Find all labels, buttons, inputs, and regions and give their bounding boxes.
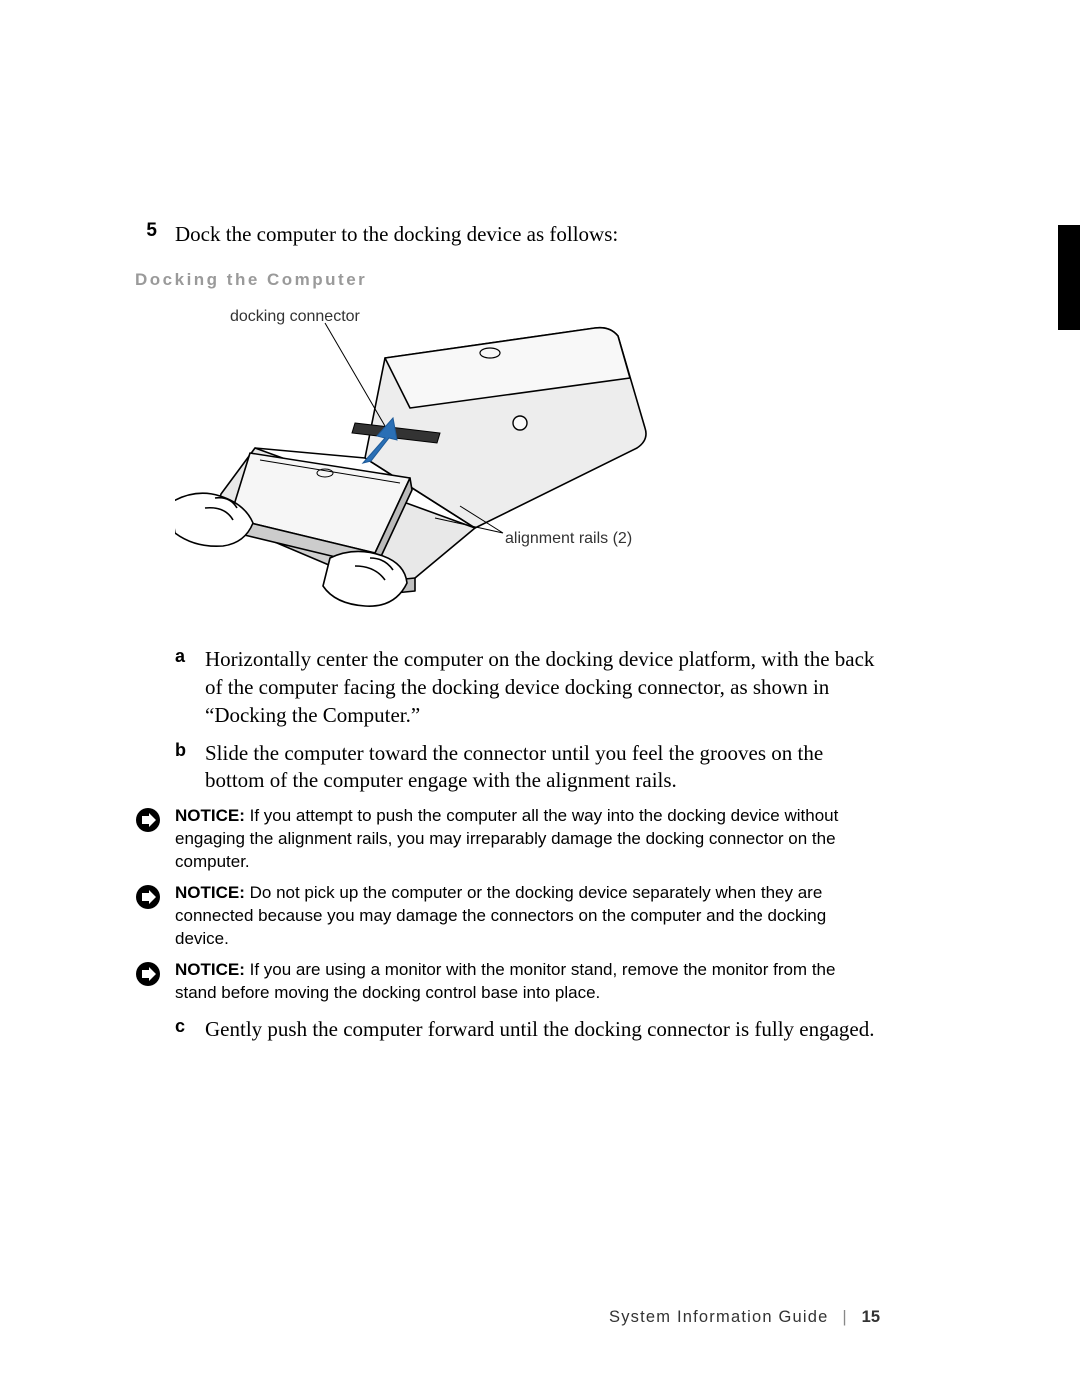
- substep-text: Slide the computer toward the connector …: [205, 740, 875, 795]
- notice-label: NOTICE:: [175, 806, 245, 825]
- substep-letter: c: [175, 1016, 205, 1037]
- notice-arrow-icon: [135, 961, 161, 987]
- side-tab-marker: [1058, 225, 1080, 330]
- step-text: Dock the computer to the docking device …: [175, 220, 618, 248]
- notice-body: If you are using a monitor with the moni…: [175, 960, 835, 1002]
- notice-label: NOTICE:: [175, 883, 245, 902]
- notice-text: NOTICE: If you are using a monitor with …: [175, 959, 875, 1005]
- callout-docking-connector: docking connector: [230, 308, 360, 326]
- substep-list-2: c Gently push the computer forward until…: [175, 1016, 875, 1044]
- notice-label: NOTICE:: [175, 960, 245, 979]
- notice-arrow-icon: [135, 884, 161, 910]
- substep-text: Gently push the computer forward until t…: [205, 1016, 875, 1044]
- notice-1: NOTICE: If you attempt to push the compu…: [135, 805, 875, 874]
- figure-title: Docking the Computer: [135, 270, 875, 290]
- footer-guide-name: System Information Guide: [609, 1308, 829, 1326]
- substep-text: Horizontally center the computer on the …: [205, 646, 875, 729]
- notice-body: If you attempt to push the computer all …: [175, 806, 838, 871]
- substep-a: a Horizontally center the computer on th…: [175, 646, 875, 729]
- docking-figure: docking connector alignment rails (2): [175, 308, 735, 618]
- substep-letter: a: [175, 646, 205, 667]
- substep-list: a Horizontally center the computer on th…: [175, 646, 875, 795]
- notice-text: NOTICE: Do not pick up the computer or t…: [175, 882, 875, 951]
- step-number: 5: [135, 220, 175, 242]
- notice-arrow-icon: [135, 807, 161, 833]
- page-footer: System Information Guide | 15: [609, 1308, 880, 1327]
- footer-separator: |: [842, 1308, 848, 1326]
- step-5: 5 Dock the computer to the docking devic…: [135, 220, 875, 248]
- notice-3: NOTICE: If you are using a monitor with …: [135, 959, 875, 1005]
- docking-illustration-svg: [175, 308, 735, 618]
- callout-alignment-rails: alignment rails (2): [505, 530, 632, 548]
- substep-c: c Gently push the computer forward until…: [175, 1016, 875, 1044]
- notice-2: NOTICE: Do not pick up the computer or t…: [135, 882, 875, 951]
- footer-page-number: 15: [862, 1308, 880, 1326]
- substep-letter: b: [175, 740, 205, 761]
- substep-b: b Slide the computer toward the connecto…: [175, 740, 875, 795]
- notice-body: Do not pick up the computer or the docki…: [175, 883, 826, 948]
- notice-text: NOTICE: If you attempt to push the compu…: [175, 805, 875, 874]
- page-content: 5 Dock the computer to the docking devic…: [135, 220, 875, 1054]
